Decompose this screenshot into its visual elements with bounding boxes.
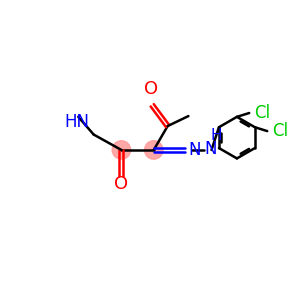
Text: Cl: Cl [255, 104, 271, 122]
Text: Cl: Cl [273, 122, 289, 140]
Text: O: O [144, 80, 158, 98]
Text: N: N [205, 140, 217, 158]
Circle shape [112, 141, 131, 159]
Circle shape [145, 141, 163, 159]
Text: O: O [114, 175, 128, 193]
Text: H: H [211, 128, 222, 143]
Text: HN: HN [64, 113, 89, 131]
Text: N: N [188, 141, 201, 159]
